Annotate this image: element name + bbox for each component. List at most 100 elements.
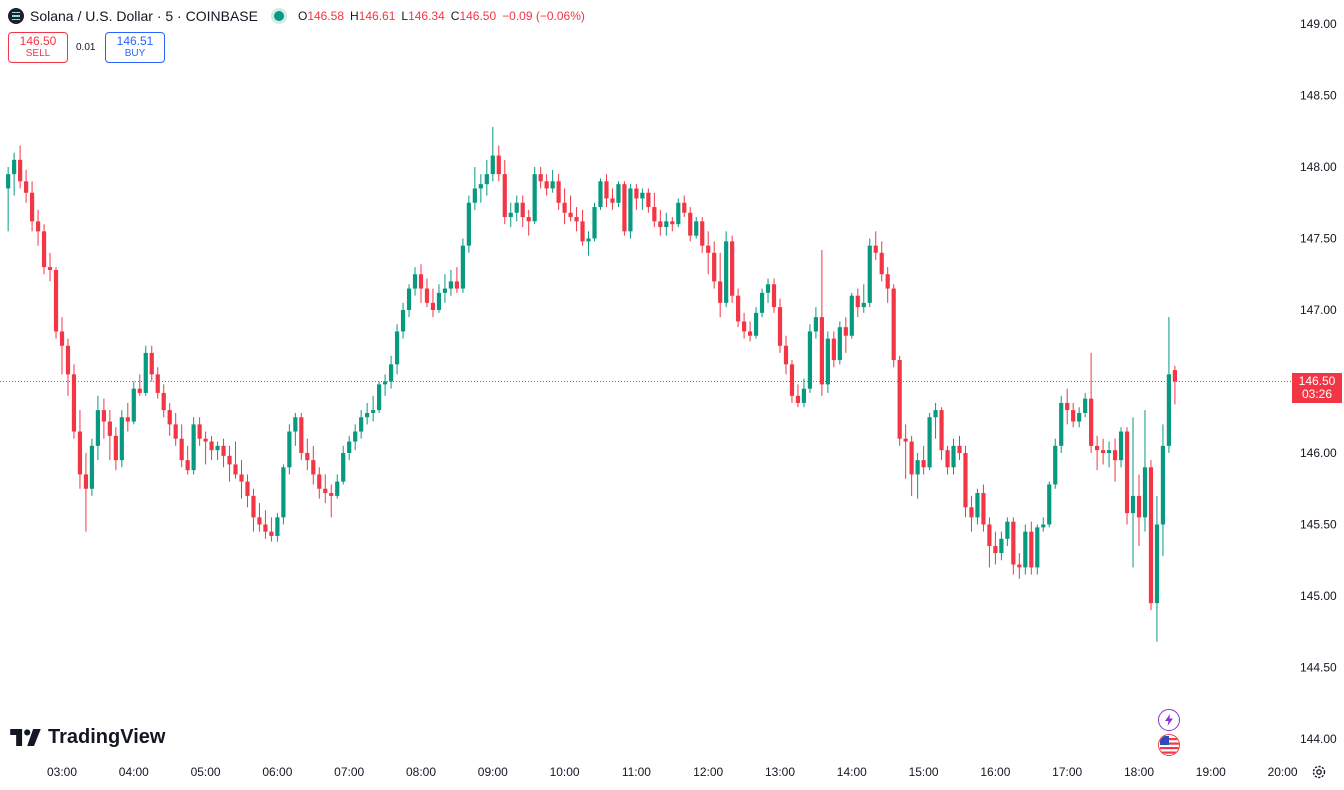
candle-body (394, 331, 400, 365)
price-tick-label: 148.50 (1300, 89, 1337, 103)
candle-body (1142, 467, 1148, 518)
low-key: L (401, 9, 409, 23)
candle (939, 407, 944, 461)
candle-body (299, 417, 304, 453)
time-tick-label: 20:00 (1268, 765, 1298, 779)
sell-button[interactable]: 146.50 SELL (8, 32, 68, 63)
time-axis[interactable]: 03:00 04:00 05:00 06:00 07:00 08:00 09:00 10:00… (47, 765, 1298, 779)
candle (622, 181, 627, 236)
candle-body (167, 410, 172, 425)
candle (813, 307, 818, 339)
candle (161, 384, 166, 418)
price-tick-label: 149.00 (1300, 17, 1337, 31)
close-value: 146.50 (459, 9, 497, 23)
candle (867, 238, 872, 308)
sell-label: SELL (25, 48, 51, 59)
candle-body (191, 424, 196, 471)
candle (592, 202, 597, 242)
candle (167, 402, 172, 436)
candle-body (424, 288, 430, 303)
candle-body (436, 292, 442, 310)
candle-body (323, 488, 328, 494)
candle-body (771, 284, 777, 308)
candle-body (71, 374, 77, 432)
candle-body (317, 474, 322, 489)
candle (837, 321, 842, 365)
candle (35, 209, 41, 246)
time-tick-label: 05:00 (191, 765, 221, 779)
candle (975, 488, 980, 525)
candle (47, 252, 53, 282)
candle-body (640, 192, 645, 199)
candle (221, 438, 226, 468)
candle (921, 445, 926, 475)
tradingview-logo[interactable]: TradingView (10, 726, 165, 749)
candle-body (125, 417, 130, 422)
candle (185, 445, 190, 475)
candle-body (1118, 431, 1124, 461)
candle-body (1083, 398, 1088, 413)
candle (101, 398, 106, 439)
candle-body (622, 184, 627, 232)
candle-body (921, 460, 926, 468)
candle-body (131, 388, 136, 422)
candle (538, 167, 543, 189)
candle (640, 188, 645, 210)
candle (598, 178, 603, 210)
candle (999, 531, 1004, 561)
candle-body (263, 524, 268, 532)
candle (789, 360, 795, 403)
candle-body (1160, 445, 1166, 525)
candle-body (215, 445, 220, 451)
candle-body (412, 274, 418, 289)
candle (885, 267, 890, 303)
candle-body (747, 331, 753, 336)
candle (843, 317, 848, 353)
gear-icon[interactable] (1310, 763, 1328, 781)
candle-body (1154, 524, 1160, 604)
candle-body (765, 284, 771, 293)
candle-body (849, 295, 854, 336)
candle-body (1101, 450, 1106, 453)
candle-body (670, 221, 675, 225)
candle-body (496, 155, 501, 175)
candle (742, 312, 747, 339)
candle-body (161, 392, 166, 411)
candle-body (377, 384, 382, 411)
candle (502, 159, 507, 225)
candle-body (442, 288, 448, 293)
candle (1172, 365, 1177, 405)
candle-body (365, 412, 370, 418)
candle (203, 431, 208, 465)
buy-price: 146.51 (116, 34, 154, 48)
candle (562, 188, 567, 225)
market-status-dot[interactable] (273, 11, 284, 21)
candle-body (281, 467, 286, 518)
candle-body (532, 174, 537, 222)
candle-body (101, 410, 106, 422)
candle-body (149, 352, 154, 375)
candle-body (95, 410, 100, 446)
us-flag-icon[interactable] (1158, 734, 1180, 756)
candle (263, 510, 268, 539)
symbol-title[interactable]: Solana / U.S. Dollar · 5 · COINBASE (30, 8, 258, 24)
candle (873, 231, 878, 260)
candle (616, 181, 621, 208)
candle (317, 467, 322, 499)
candle-body (604, 181, 609, 199)
candle (209, 435, 214, 461)
candle (1059, 395, 1064, 453)
candle (365, 402, 370, 425)
candle-body (311, 460, 316, 475)
candle-body (945, 450, 950, 468)
candle-body (484, 174, 489, 185)
candle (1166, 317, 1172, 453)
candle-body (861, 302, 866, 308)
candle (53, 267, 59, 339)
candle (239, 460, 244, 499)
candle (1083, 392, 1088, 418)
buy-button[interactable]: 146.51 BUY (105, 32, 165, 63)
candle-body (718, 281, 723, 303)
bolt-icon[interactable] (1158, 709, 1180, 731)
